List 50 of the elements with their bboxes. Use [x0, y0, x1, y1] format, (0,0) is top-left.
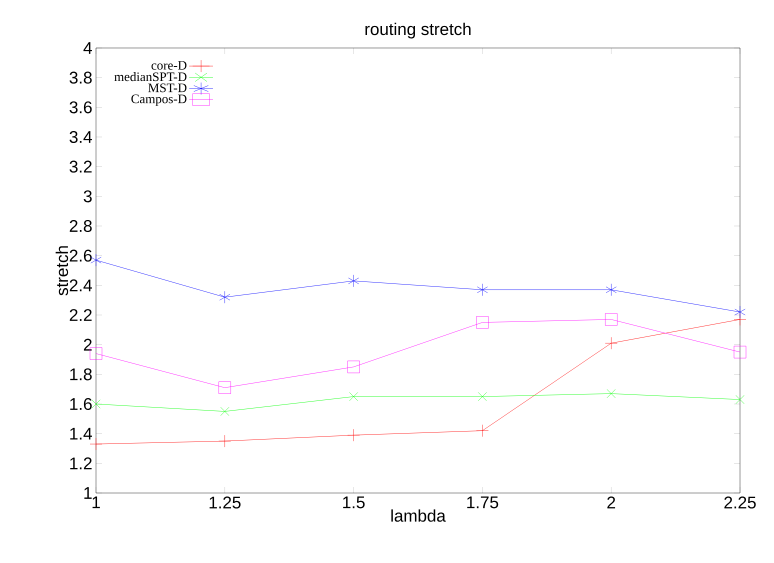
chart-title: routing stretch [365, 22, 471, 38]
point [606, 284, 617, 296]
point [218, 381, 231, 394]
y-tick-label: 2.6 [70, 250, 92, 262]
y-tick-label: 1.6 [70, 398, 92, 410]
legend-label: medianSPT-D [114, 72, 186, 82]
point [606, 389, 616, 398]
y-tick-label: 2.2 [70, 309, 92, 321]
x-tick-label: 1.25 [210, 496, 241, 509]
point [477, 284, 488, 296]
y-tick-label: 1.8 [70, 368, 92, 380]
y-tick-label: 1.2 [70, 457, 92, 470]
legend-label: Campos-D [131, 94, 186, 106]
point [348, 274, 359, 288]
point [219, 291, 230, 304]
y-tick-label: 1 [84, 487, 92, 499]
x-tick-label: 1.75 [467, 496, 498, 508]
point [605, 313, 618, 326]
y-axis-title: stretch [56, 246, 68, 296]
point [349, 392, 358, 402]
point [90, 438, 102, 450]
point [220, 406, 230, 416]
point [478, 392, 487, 402]
point [476, 316, 489, 329]
x-axis-title: lambda [391, 509, 446, 522]
point [605, 336, 618, 350]
x-tick-label: 1 [92, 496, 100, 508]
y-tick-label: 1.4 [70, 428, 92, 440]
point [347, 428, 360, 442]
y-tick-label: 2.8 [70, 220, 92, 232]
y-tick-label: 2 [84, 338, 92, 351]
point [476, 424, 489, 437]
y-tick-label: 3.6 [70, 101, 92, 114]
y-tick-label: 3.2 [70, 160, 92, 173]
x-tick-label: 1.5 [343, 496, 365, 508]
point [90, 254, 102, 266]
y-tick-label: 3 [84, 190, 92, 202]
y-tick-label: 3.4 [70, 131, 92, 143]
y-tick-label: 3.8 [70, 72, 92, 84]
point [734, 346, 746, 358]
point [347, 360, 360, 374]
point [734, 306, 746, 318]
point [736, 395, 744, 404]
x-tick-label: 2.25 [724, 496, 756, 509]
y-tick-label: 4 [83, 42, 92, 54]
y-tick-label: 2.4 [70, 279, 92, 292]
x-tick-label: 2 [607, 496, 616, 508]
legend-label: core-D [152, 61, 186, 70]
legend-label: MST-D [148, 84, 186, 92]
point [218, 434, 231, 448]
